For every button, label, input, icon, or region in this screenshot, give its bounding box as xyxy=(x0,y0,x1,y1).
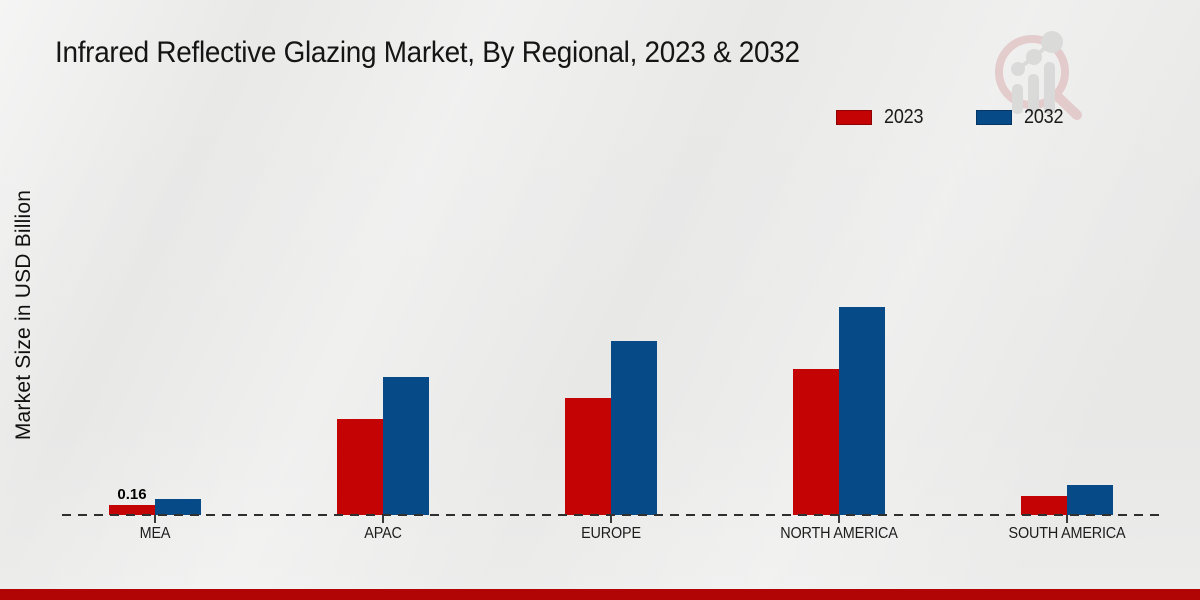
bar-2023-south-america xyxy=(1021,496,1067,515)
magnifier-growth-chart-logo-icon xyxy=(995,31,1082,120)
category-label-north-america: NORTH AMERICA xyxy=(780,525,898,542)
bar-2032-mea xyxy=(155,499,201,515)
x-axis-tick-apac xyxy=(382,515,384,523)
bar-value-label-mea-2023: 0.16 xyxy=(117,486,147,503)
bar-2023-mea xyxy=(109,505,155,515)
x-axis-tick-north-america xyxy=(838,515,840,523)
legend-label-2023: 2023 xyxy=(884,105,924,128)
x-axis-tick-south-america xyxy=(1066,515,1068,523)
x-axis-tick-europe xyxy=(610,515,612,523)
category-label-europe: EUROPE xyxy=(581,525,641,542)
bar-2032-north-america xyxy=(839,307,885,515)
bar-2023-europe xyxy=(565,398,611,515)
category-label-apac: APAC xyxy=(364,525,402,542)
chart-title: Infrared Reflective Glazing Market, By R… xyxy=(55,36,800,69)
legend-swatch-2023 xyxy=(836,109,872,125)
legend: 2023 2032 xyxy=(836,103,1067,131)
bar-2023-apac xyxy=(337,419,383,515)
footer-strip xyxy=(0,589,1200,600)
category-label-south-america: SOUTH AMERICA xyxy=(1008,525,1126,542)
legend-label-2032: 2032 xyxy=(1023,105,1064,128)
bar-2032-apac xyxy=(383,377,429,515)
bar-2032-europe xyxy=(611,341,657,515)
bar-2023-north-america xyxy=(793,369,839,515)
legend-swatch-2032 xyxy=(975,109,1012,125)
bar-2032-south-america xyxy=(1067,485,1113,515)
x-axis-tick-mea xyxy=(154,515,156,523)
category-label-mea: MEA xyxy=(139,525,171,542)
